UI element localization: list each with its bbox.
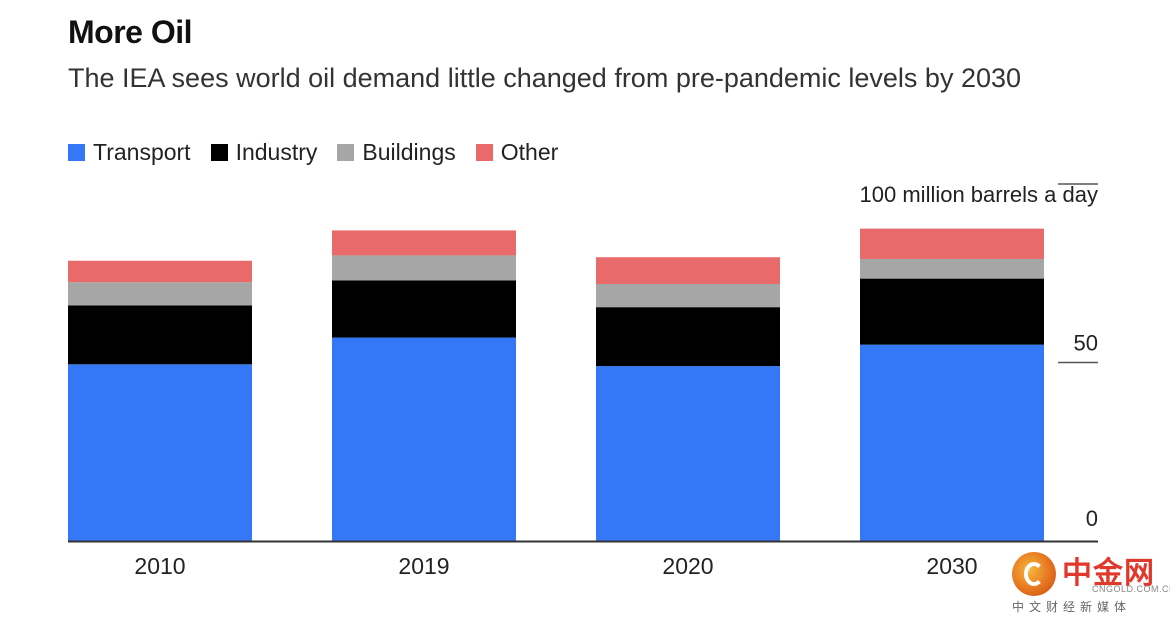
bar-segment-other-2030 (860, 228, 1044, 259)
bar-segment-other-2020 (596, 257, 780, 284)
bar-segment-buildings-2019 (332, 255, 516, 281)
legend-label-buildings: Buildings (362, 139, 456, 165)
legend-label-other: Other (500, 139, 559, 165)
bar-segment-transport-2020 (596, 366, 780, 541)
chart-subtitle: The IEA sees world oil demand little cha… (68, 63, 1022, 93)
bar-segment-industry-2020 (596, 307, 780, 367)
x-tick-label-2010: 2010 (134, 553, 185, 579)
watermark: 中金网 CNGOLD.COM.CN 中文财经新媒体 (1012, 548, 1170, 614)
bar-segment-buildings-2020 (596, 283, 780, 308)
legend-swatch-buildings (337, 144, 355, 161)
bar-segment-other-2019 (332, 230, 516, 256)
bar-segment-industry-2010 (68, 305, 252, 365)
x-tick-label-2019: 2019 (398, 553, 449, 579)
legend-swatch-industry (210, 144, 228, 161)
y-axis: 0 50 (1058, 183, 1098, 531)
watermark-tagline: 中文财经新媒体 (1012, 600, 1132, 614)
x-tick-label-2020: 2020 (662, 553, 713, 579)
watermark-domain: CNGOLD.COM.CN (1092, 584, 1170, 594)
y-axis-unit-label: 100 million barrels a day (860, 182, 1098, 207)
bar-segment-industry-2030 (860, 278, 1044, 345)
x-tick-label-2030: 2030 (926, 553, 977, 579)
bar-segment-transport-2010 (68, 364, 252, 541)
bars-layer (68, 228, 1044, 541)
bar-segment-other-2010 (68, 260, 252, 283)
bar-segment-industry-2019 (332, 280, 516, 338)
bar-segment-transport-2030 (860, 344, 1044, 541)
legend-label-transport: Transport (93, 139, 191, 165)
bar-segment-buildings-2010 (68, 282, 252, 306)
chart-title: More Oil (68, 14, 193, 50)
watermark-logo-icon (1012, 552, 1056, 596)
x-axis: 2010 2019 2020 2030 (68, 540, 1098, 579)
legend-item-buildings: Buildings (337, 139, 456, 166)
legend-item-industry: Industry (210, 139, 318, 166)
watermark-name: 中金网 (1062, 556, 1155, 591)
legend-item-other: Other (475, 139, 559, 166)
legend-swatch-transport (68, 144, 85, 161)
legend-item-transport: Transport (68, 139, 191, 166)
bar-segment-buildings-2030 (860, 258, 1044, 279)
legend-label-industry: Industry (235, 139, 318, 165)
legend-swatch-other (475, 144, 493, 161)
legend: Transport Industry Buildings Other (68, 139, 578, 166)
y-tick-label-50: 50 (1074, 331, 1098, 356)
bar-segment-transport-2019 (332, 337, 516, 541)
y-tick-label-0: 0 (1086, 506, 1098, 531)
